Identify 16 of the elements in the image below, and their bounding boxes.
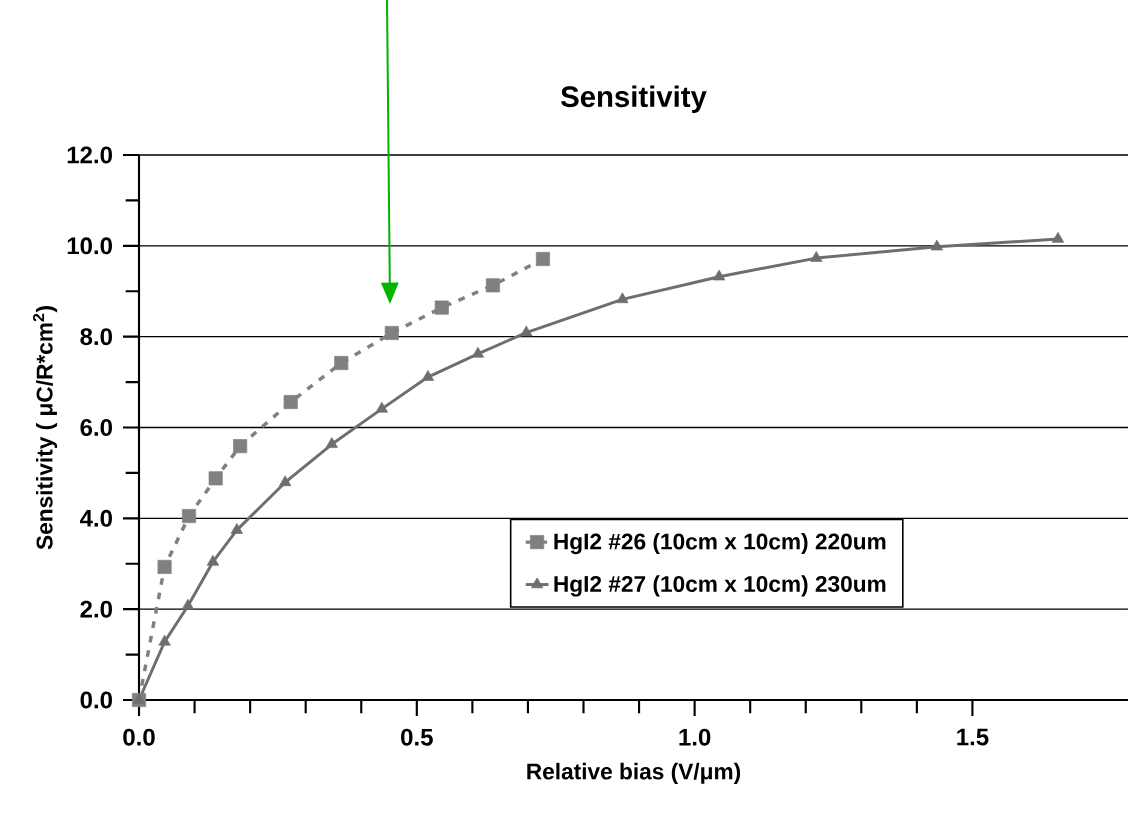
legend-label: HgI2 #26 (10cm x 10cm) 220um	[554, 532, 886, 555]
x-tick-label: 0.0	[123, 728, 155, 746]
legend-label: HgI2 #27 (10cm x 10cm) 230um	[554, 575, 886, 597]
y-tick-label: 2.0	[80, 600, 112, 618]
y-tick-label: 12.0	[67, 146, 112, 164]
y-axis-title: Sensitivity ( μC/R*cm$^{2}$)	[32, 306, 58, 550]
y-tick-label: 0.0	[80, 691, 112, 709]
x-axis-title: Relative bias (V/μm)	[527, 762, 741, 784]
y-tick-label: 4.0	[79, 509, 112, 527]
chart-title: Sensitivity	[560, 85, 707, 113]
x-tick-label: 1.5	[957, 728, 989, 746]
x-tick-label: 1.0	[679, 728, 711, 746]
y-tick-label: 6.0	[80, 418, 112, 436]
y-tick-label: 8.0	[80, 328, 112, 346]
y-tick-label: 10.0	[67, 237, 112, 255]
x-tick-label: 0.5	[401, 728, 433, 746]
